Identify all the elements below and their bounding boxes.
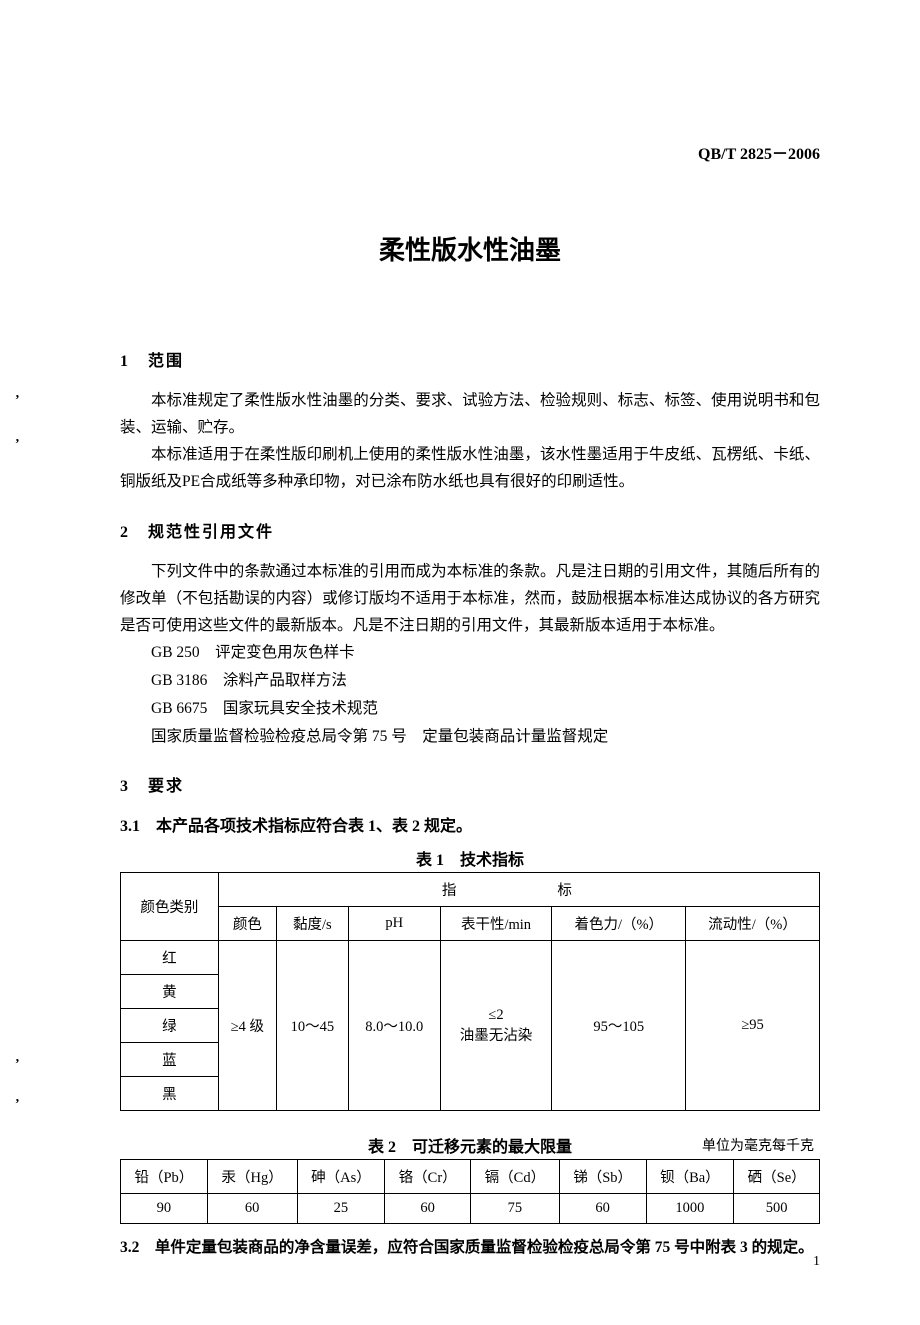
table2-header: 汞（Hg） <box>207 1160 297 1194</box>
table1-value: ≥4 级 <box>218 941 276 1111</box>
section-title: 规范性引用文件 <box>148 524 274 541</box>
table2-value: 60 <box>207 1194 297 1224</box>
table2-value: 25 <box>297 1194 385 1224</box>
table2-value: 500 <box>734 1194 820 1224</box>
paragraph-1b: 本标准适用于在柔性版印刷机上使用的柔性版水性油墨，该水性墨适用于牛皮纸、瓦楞纸、… <box>120 441 820 495</box>
table1-col: pH <box>348 907 440 941</box>
section-number: 3 <box>120 778 130 795</box>
table2-header: 钡（Ba） <box>646 1160 734 1194</box>
page-number: 1 <box>813 1254 820 1270</box>
table2-header: 镉（Cd） <box>471 1160 560 1194</box>
main-title: 柔性版水性油墨 <box>120 230 820 267</box>
section-1-heading: 1 范围 <box>120 347 820 371</box>
table1-col: 表干性/min <box>440 907 552 941</box>
table2-value: 60 <box>559 1194 646 1224</box>
table1-value: ≤2 油墨无沾染 <box>440 941 552 1111</box>
page-container: QB/T 2825－2006 柔性版水性油墨 1 范围 本标准规定了柔性版水性油… <box>0 0 920 1322</box>
table2-value: 1000 <box>646 1194 734 1224</box>
table1-rowhead: 颜色类别 <box>121 873 219 941</box>
table1-group-header: 指 标 <box>218 873 819 907</box>
paragraph-1a: 本标准规定了柔性版水性油墨的分类、要求、试验方法、检验规则、标志、标签、使用说明… <box>120 387 820 441</box>
reference-item: 国家质量监督检验检疫总局令第 75 号 定量包装商品计量监督规定 <box>151 723 820 751</box>
tick-mark: ‚ <box>15 386 20 402</box>
table1-value: ≥95 <box>686 941 820 1111</box>
table1-col: 黏度/s <box>276 907 348 941</box>
table2-value: 75 <box>471 1194 560 1224</box>
tick-mark: ‚ <box>15 430 20 446</box>
table1-value: 8.0～10.0 <box>348 941 440 1111</box>
table1-caption: 表 1 技术指标 <box>120 846 820 870</box>
reference-item: GB 3186 涂料产品取样方法 <box>151 667 820 695</box>
table1-rowlabel: 红 <box>121 941 219 975</box>
tick-mark: ‚ <box>15 1050 20 1066</box>
table1-col: 流动性/（%） <box>686 907 820 941</box>
reference-item: GB 6675 国家玩具安全技术规范 <box>151 695 820 723</box>
table1-value: 95～105 <box>552 941 686 1111</box>
subsection-3-1: 3.1 本产品各项技术指标应符合表 1、表 2 规定。 <box>120 812 820 836</box>
reference-list: GB 250 评定变色用灰色样卡 GB 3186 涂料产品取样方法 GB 667… <box>151 639 820 751</box>
table2-header: 硒（Se） <box>734 1160 820 1194</box>
table1-rowlabel: 黄 <box>121 975 219 1009</box>
table2-header: 锑（Sb） <box>559 1160 646 1194</box>
table2-header: 砷（As） <box>297 1160 385 1194</box>
table1-rowlabel: 绿 <box>121 1009 219 1043</box>
section-number: 2 <box>120 524 130 541</box>
section-3-heading: 3 要求 <box>120 772 820 796</box>
table1-rowlabel: 黑 <box>121 1077 219 1111</box>
section-title: 要求 <box>148 778 184 795</box>
table2-header: 铬（Cr） <box>385 1160 471 1194</box>
table2-value: 90 <box>121 1194 208 1224</box>
table1-value: 10～45 <box>276 941 348 1111</box>
table2-unit: 单位为毫克每千克 <box>702 1135 814 1155</box>
table2-value: 60 <box>385 1194 471 1224</box>
table2-header: 铅（Pb） <box>121 1160 208 1194</box>
section-2-heading: 2 规范性引用文件 <box>120 518 820 542</box>
table-2: 铅（Pb） 汞（Hg） 砷（As） 铬（Cr） 镉（Cd） 锑（Sb） 钡（Ba… <box>120 1159 820 1224</box>
section-title: 范围 <box>148 353 184 370</box>
table1-col: 着色力/（%） <box>552 907 686 941</box>
document-code: QB/T 2825－2006 <box>698 140 820 164</box>
table1-col: 颜色 <box>218 907 276 941</box>
tick-mark: ‚ <box>15 1090 20 1106</box>
section-number: 1 <box>120 353 130 370</box>
paragraph-2a: 下列文件中的条款通过本标准的引用而成为本标准的条款。凡是注日期的引用文件，其随后… <box>120 558 820 639</box>
table1-rowlabel: 蓝 <box>121 1043 219 1077</box>
reference-item: GB 250 评定变色用灰色样卡 <box>151 639 820 667</box>
table-1: 颜色类别 指 标 颜色 黏度/s pH 表干性/min 着色力/（%） 流动性/… <box>120 872 820 1111</box>
subsection-3-2: 3.2 单件定量包装商品的净含量误差，应符合国家质量监督检验检疫总局令第 75 … <box>120 1234 820 1261</box>
table2-caption-wrap: 表 2 可迁移元素的最大限量 单位为毫克每千克 <box>120 1133 820 1157</box>
